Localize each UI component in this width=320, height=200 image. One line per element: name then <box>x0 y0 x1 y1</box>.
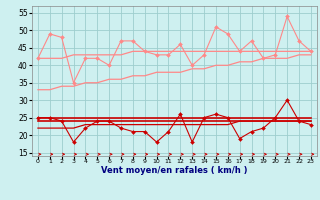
X-axis label: Vent moyen/en rafales ( km/h ): Vent moyen/en rafales ( km/h ) <box>101 166 248 175</box>
